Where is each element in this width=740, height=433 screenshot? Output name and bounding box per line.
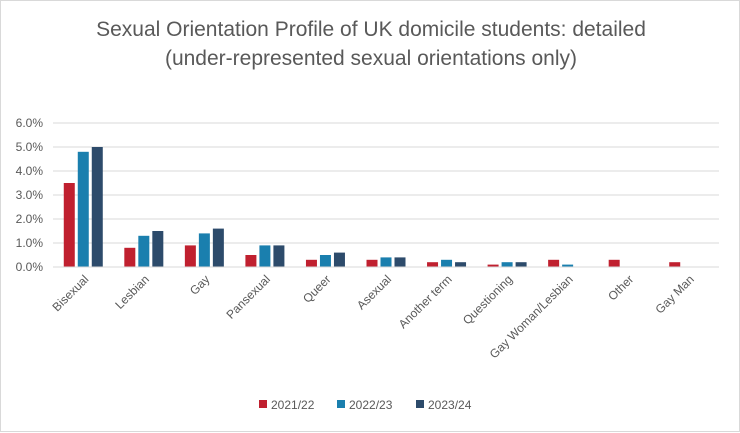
bar-2021-22-gay-man [669,262,681,267]
bar-2022-23-asexual [380,257,392,267]
bar-2023-24-questioning [515,262,527,267]
y-tick-label: 5.0% [16,140,44,154]
x-axis-category-labels: Bisexual Lesbian Gay Pansexual Queer Asexual A… [49,272,696,361]
legend-label: 2022/23 [349,398,393,412]
bar-2022-23-lesbian [138,235,150,267]
legend-swatch [337,400,345,408]
bar-2021-22-other [608,259,620,267]
bar-2023-24-asexual [394,257,406,267]
y-axis-tick-labels: 0.0% 1.0% 2.0% 3.0% 4.0% 5.0% 6.0% [16,116,44,274]
bar-2023-24-gay [212,228,224,267]
x-category-label: Queer [300,272,333,305]
y-tick-label: 2.0% [16,212,44,226]
bar-2021-22-gay [184,245,196,267]
x-category-label: Pansexual [223,272,273,322]
x-category-label: Other [605,272,636,303]
legend-label: 2021/22 [271,398,315,412]
bar-2023-24-another-term [455,262,467,267]
legend-swatch [416,400,424,408]
x-category-label: Questioning [460,272,515,327]
chart-title-line-2: (under-represented sexual orientations o… [165,47,577,70]
y-tick-label: 0.0% [16,260,44,274]
bar-2022-23-questioning [501,262,513,267]
bar-2021-22-bisexual [63,183,75,267]
x-category-label: Lesbian [112,272,152,312]
bar-2023-24-pansexual [273,245,285,267]
bar-2023-24-lesbian [152,231,164,267]
x-category-label: Another term [396,272,455,331]
bar-2022-23-bisexual [77,151,89,267]
bars [63,147,681,267]
bar-2021-22-gay-woman-lesbian [548,259,560,267]
chart-title-line-1: Sexual Orientation Profile of UK domicil… [96,18,646,41]
legend-swatch [259,400,267,408]
y-tick-label: 3.0% [16,188,44,202]
bar-2021-22-lesbian [124,247,136,267]
bar-2021-22-questioning [487,264,499,267]
bar-2021-22-another-term [427,262,439,267]
bar-2022-23-gay [198,233,210,267]
gridlines [53,122,719,244]
bar-2021-22-pansexual [245,255,257,267]
x-category-label: Gay [187,272,212,297]
bar-2023-24-bisexual [91,147,103,267]
y-tick-label: 1.0% [16,236,44,250]
bar-2021-22-asexual [366,259,378,267]
legend: 2021/22 2022/23 2023/24 [259,398,472,412]
bar-2022-23-another-term [441,259,453,267]
bar-2022-23-queer [319,255,331,267]
x-category-label: Gay Man [653,272,697,316]
x-category-label: Bisexual [49,272,91,314]
bar-2023-24-queer [333,252,345,267]
x-category-label: Asexual [354,272,394,312]
y-tick-label: 6.0% [16,116,44,130]
y-tick-label: 4.0% [16,164,44,178]
bar-2022-23-pansexual [259,245,271,267]
bar-2021-22-queer [305,259,317,267]
bar-2022-23-gay-woman-lesbian [562,264,574,267]
legend-label: 2023/24 [428,398,472,412]
